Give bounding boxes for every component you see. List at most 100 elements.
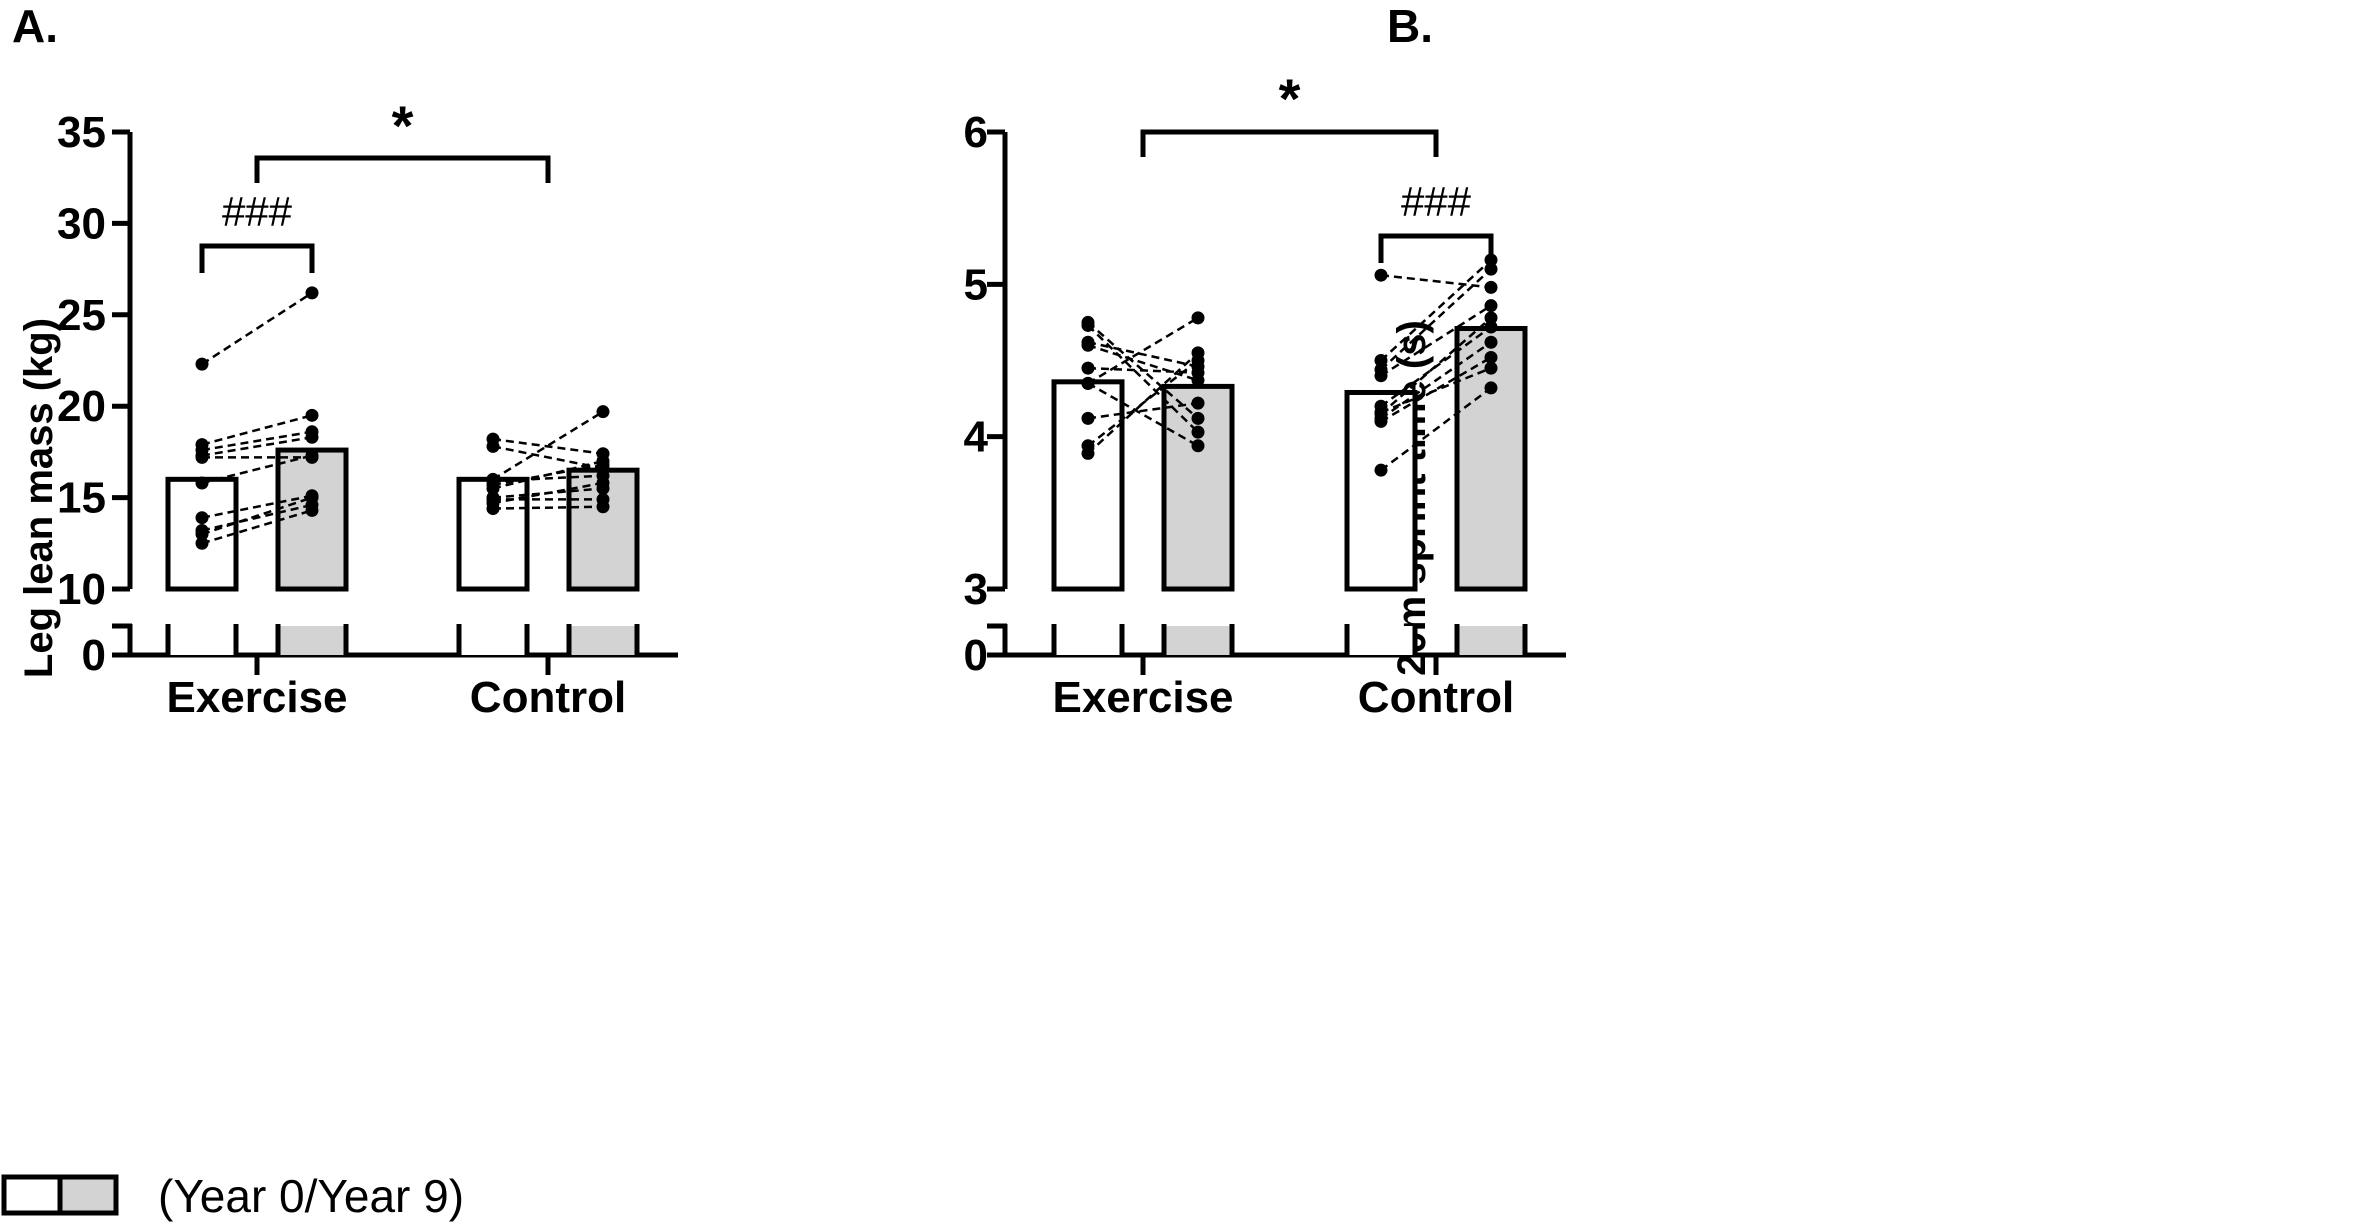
panel-b-y-tick-label: 4 bbox=[964, 413, 989, 462]
panel-a-point-year0 bbox=[486, 502, 500, 516]
panel-b-paired-line bbox=[1380, 366, 1492, 414]
panel-a-y-tick-label: 15 bbox=[57, 474, 106, 523]
panel-a-time-significance-bracket bbox=[199, 243, 315, 273]
panel-a-paired-line bbox=[492, 505, 604, 510]
panel-a-paired-line bbox=[492, 474, 604, 483]
panel-a-paired-line bbox=[201, 291, 313, 366]
panel-b-paired-line bbox=[1087, 366, 1199, 374]
panel-b-paired-line bbox=[1380, 268, 1492, 371]
panel-a-paired-line bbox=[201, 430, 313, 452]
panel-a-chart: 35 30 25 20 15 10 0 Exercise Control * ### bbox=[57, 94, 678, 722]
panel-a-bar-stub-fill bbox=[459, 626, 527, 655]
panel-a-time-significance-marker: ### bbox=[222, 188, 293, 235]
panel-a-paired-line bbox=[201, 436, 313, 457]
panel-b-letter: B. bbox=[1387, 0, 1433, 52]
panel-a-bar-stub-fill bbox=[168, 626, 236, 655]
panel-b-point-year0 bbox=[1081, 376, 1095, 390]
panel-a-point-year0 bbox=[486, 492, 500, 506]
panel-a-y-axis-title: Leg lean mass (kg) bbox=[17, 318, 61, 678]
panel-b-point-year9 bbox=[1484, 311, 1498, 325]
panel-a-paired-line bbox=[201, 496, 313, 536]
panel-b-y-tick-label: 6 bbox=[964, 108, 988, 157]
panel-b-point-year9 bbox=[1484, 381, 1498, 395]
panel-b-point-year0 bbox=[1081, 411, 1095, 425]
legend-swatch-year9 bbox=[57, 1174, 119, 1216]
panel-b-point-year0 bbox=[1374, 414, 1388, 428]
panel-a-y-tick-label: 25 bbox=[57, 291, 106, 340]
panel-b-paired-line bbox=[1087, 340, 1199, 368]
panel-b-time-significance-marker: ### bbox=[1401, 178, 1472, 225]
panel-b-point-year9 bbox=[1484, 280, 1498, 294]
panel-b-group-significance-bracket bbox=[1140, 129, 1439, 157]
panel-a-point-year0 bbox=[195, 450, 209, 464]
panel-a-bar-stub-fill bbox=[569, 626, 637, 655]
panel-a-point-year9 bbox=[305, 430, 319, 444]
panel-a-paired-line bbox=[201, 494, 313, 519]
panel-b-paired-line bbox=[1380, 386, 1492, 472]
panel-b-point-year9 bbox=[1484, 335, 1498, 349]
panel-b-point-year9 bbox=[1191, 366, 1205, 380]
panel-b-point-year9 bbox=[1191, 439, 1205, 453]
legend-swatch-year0 bbox=[1, 1174, 63, 1216]
panel-a-paired-line bbox=[492, 459, 604, 490]
panel-a-group-significance-marker: * bbox=[392, 94, 414, 157]
panel-a-paired-line bbox=[201, 509, 313, 545]
panel-a-paired-line bbox=[201, 454, 313, 485]
panel-a-point-year0 bbox=[195, 536, 209, 550]
panel-a-x-label-exercise: Exercise bbox=[166, 673, 347, 722]
panel-b-x-label-exercise: Exercise bbox=[1052, 673, 1233, 722]
panel-a-point-year9 bbox=[305, 408, 319, 422]
panel-b-point-year0 bbox=[1374, 354, 1388, 367]
panel-a-point-year9 bbox=[305, 498, 319, 512]
panel-a-point-year9 bbox=[596, 405, 610, 419]
panel-b-paired-line bbox=[1087, 316, 1199, 385]
panel-b-bar-stub-fill bbox=[1347, 626, 1415, 655]
panel-b-point-year9 bbox=[1484, 299, 1498, 313]
panel-b-y-tick-label: 5 bbox=[964, 260, 988, 309]
panel-a-letter: A. bbox=[12, 0, 58, 52]
panel-b-point-year0 bbox=[1374, 463, 1388, 477]
panel-a-y-tick-label: 30 bbox=[57, 199, 106, 248]
panel-b-paired-line bbox=[1087, 344, 1199, 382]
panel-a-point-year9 bbox=[305, 286, 319, 300]
panel-a-y-tick-label: 35 bbox=[57, 108, 106, 157]
panel-b-paired-line bbox=[1087, 401, 1199, 420]
panel-b-point-year9 bbox=[1191, 311, 1205, 325]
panel-b-time-significance-bracket bbox=[1378, 233, 1494, 263]
panel-b-paired-line bbox=[1380, 356, 1492, 423]
panel-a-point-year0 bbox=[486, 439, 500, 453]
panel-b-paired-line bbox=[1087, 359, 1199, 447]
panel-b-point-year0 bbox=[1081, 338, 1095, 352]
panel-b-point-year0 bbox=[1081, 318, 1095, 332]
panel-b-y-tick-label: 3 bbox=[964, 565, 988, 614]
panel-a-bar-stub-fill bbox=[278, 626, 346, 655]
panel-a-point-year0 bbox=[195, 357, 209, 371]
panel-b-point-year0 bbox=[1081, 446, 1095, 460]
panel-b-point-year9 bbox=[1191, 425, 1205, 439]
panel-b-y-tick-label-zero: 0 bbox=[964, 631, 988, 680]
panel-a-paired-line bbox=[201, 503, 313, 532]
panel-a-x-label-control: Control bbox=[470, 673, 626, 722]
legend-label: (Year 0/Year 9) bbox=[158, 1170, 464, 1222]
panel-b-point-year0 bbox=[1374, 268, 1388, 282]
panel-a-point-year9 bbox=[596, 454, 610, 468]
panel-a-bar-exercise-year9 bbox=[275, 447, 349, 592]
panel-a-point-year9 bbox=[305, 450, 319, 464]
panel-b-bar-stub-fill bbox=[1054, 626, 1122, 655]
panel-b-chart: 6 5 4 3 0 Exercise Control * ### bbox=[964, 67, 1566, 722]
panel-b-paired-line bbox=[1087, 382, 1199, 447]
panel-b-point-year9 bbox=[1484, 350, 1498, 364]
panel-a-y-tick-label: 10 bbox=[57, 565, 106, 614]
panel-b-point-year9 bbox=[1484, 320, 1498, 334]
panel-b-paired-line bbox=[1087, 351, 1199, 455]
panel-b-paired-line bbox=[1380, 304, 1492, 377]
panel-a-y-tick-label: 20 bbox=[57, 382, 106, 431]
panel-a-paired-line bbox=[492, 410, 604, 481]
panel-b-group-significance-marker: * bbox=[1279, 67, 1301, 130]
panel-a-point-year0 bbox=[195, 524, 209, 538]
panel-b-paired-line bbox=[1380, 259, 1492, 362]
panel-b-point-year9 bbox=[1191, 346, 1205, 360]
panel-b-point-year9 bbox=[1191, 396, 1205, 410]
panel-a-point-year9 bbox=[596, 469, 610, 483]
